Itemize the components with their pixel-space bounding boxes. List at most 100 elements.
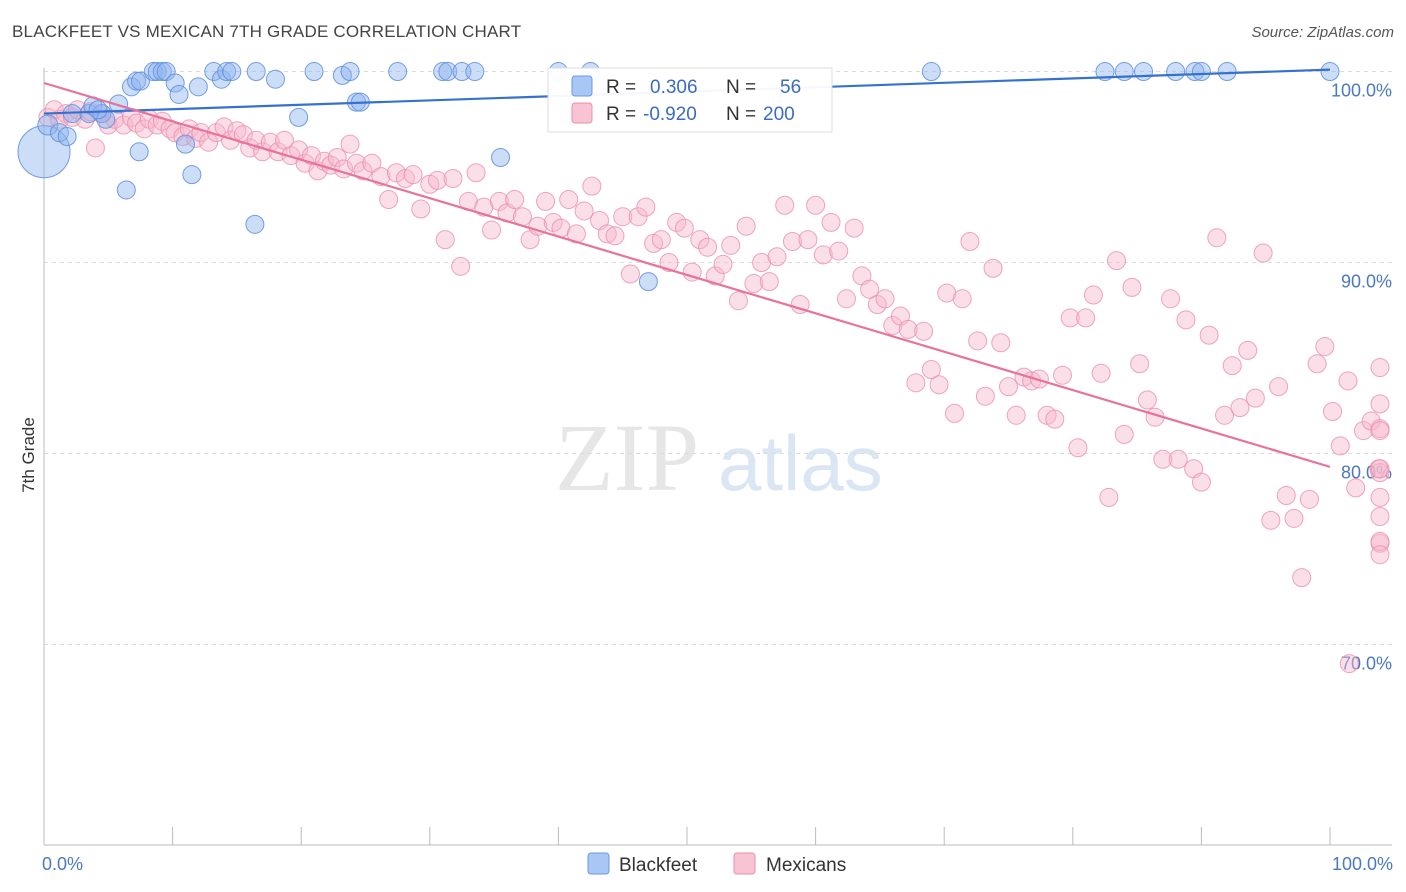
- mexicans-point-74: [559, 190, 579, 210]
- axes: [43, 68, 1392, 846]
- mexicans-point-103: [782, 232, 802, 252]
- mexicans-point-186: [1370, 507, 1390, 527]
- blackfeet-point-28: [289, 107, 309, 127]
- mexicans-point-94: [713, 254, 733, 274]
- blackfeet-point-20: [182, 165, 202, 185]
- mexicans-point-157: [1199, 325, 1219, 345]
- mexicans-point-160: [1222, 356, 1242, 376]
- source-label: Source: ZipAtlas.com: [1251, 24, 1394, 41]
- mexicans-point-125: [952, 289, 972, 309]
- blackfeet-point-25: [222, 62, 242, 82]
- blackfeet-point-31: [340, 62, 360, 82]
- mexicans-point-58: [435, 230, 455, 250]
- mexicans-point-96: [728, 291, 748, 311]
- blackfeet-point-10: [121, 77, 141, 97]
- mexicans-trend-line: [43, 81, 1331, 468]
- mexicans-point-166: [1269, 377, 1289, 397]
- chart-title: BLACKFEET VS MEXICAN 7TH GRADE CORRELATI…: [12, 22, 522, 41]
- legend-box: [547, 67, 833, 133]
- mexicans-point-191: [1339, 654, 1359, 674]
- mexicans-point-156: [1191, 472, 1211, 492]
- mexicans-point-98: [744, 274, 764, 294]
- mexicans-point-111: [844, 218, 864, 238]
- blackfeet-point-52: [88, 100, 108, 120]
- mexicans-point-84: [636, 197, 656, 217]
- watermark-atlas: atlas: [718, 419, 883, 507]
- y-tick-label-3: 100.0%: [1331, 81, 1392, 101]
- blackfeet-point-36: [438, 62, 458, 82]
- mexicans-point-159: [1215, 405, 1235, 425]
- mexicans-point-71: [536, 191, 556, 211]
- mexicans-point-67: [505, 190, 525, 210]
- legend-n-value-mexicans: 200: [763, 104, 795, 125]
- mexicans-point-165: [1261, 510, 1281, 530]
- mexicans-point-113: [860, 279, 880, 299]
- mexicans-point-122: [929, 375, 949, 395]
- blackfeet-point-42: [638, 272, 658, 292]
- mexicans-point-182: [1370, 394, 1390, 414]
- mexicans-point-91: [690, 230, 710, 250]
- blackfeet-point-34: [388, 62, 408, 82]
- mexicans-point-97: [736, 216, 756, 236]
- mexicans-point-158: [1207, 228, 1227, 248]
- mexicans-point-59: [443, 168, 463, 188]
- blackfeet-point-21: [188, 77, 208, 97]
- x-tick-label-1: 100.0%: [1332, 854, 1393, 874]
- mexicans-point-163: [1245, 388, 1265, 408]
- blackfeet-point-38: [465, 62, 485, 82]
- mexicans-point-139: [1060, 308, 1080, 328]
- legend-r-label-blackfeet: R =: [606, 77, 636, 98]
- mexicans-point-148: [1130, 354, 1150, 374]
- mexicans-point-79: [597, 224, 617, 244]
- mexicans-point-114: [867, 295, 887, 315]
- mexicans-point-137: [1045, 409, 1065, 429]
- mexicans-points: [38, 100, 1390, 674]
- mexicans-point-151: [1153, 449, 1173, 469]
- blackfeet-point-50: [1217, 62, 1237, 82]
- mexicans-point-145: [1107, 251, 1127, 271]
- mexicans-point-90: [682, 262, 702, 282]
- y-axis-label: 7th Grade: [19, 417, 38, 493]
- mexicans-point-120: [914, 321, 934, 341]
- mexicans-point-46: [340, 134, 360, 154]
- mexicans-point-106: [806, 195, 826, 215]
- bottom-legend-swatch-mexicans: [733, 852, 756, 875]
- mexicans-point-105: [798, 230, 818, 250]
- mexicans-point-8: [85, 138, 105, 158]
- mexicans-point-64: [482, 220, 502, 240]
- mexicans-point-82: [620, 264, 640, 284]
- mexicans-point-107: [813, 245, 833, 265]
- mexicans-point-149: [1137, 390, 1157, 410]
- blackfeet-point-54: [116, 180, 136, 200]
- mexicans-point-147: [1122, 277, 1142, 297]
- zipatlas-watermark: ZIP atlas: [555, 404, 883, 511]
- mexicans-point-185: [1370, 459, 1390, 479]
- blackfeet-point-48: [1185, 62, 1205, 82]
- mexicans-point-49: [362, 153, 382, 173]
- mexicans-point-168: [1284, 508, 1304, 528]
- mexicans-point-162: [1238, 340, 1258, 360]
- blackfeet-point-24: [217, 62, 237, 82]
- legend-swatch-mexicans: [571, 102, 593, 124]
- bottom-legend-mexicans: Mexicans: [766, 855, 846, 876]
- legend-r-value-mexicans: -0.920: [643, 104, 697, 125]
- y-tick-label-0: 70.0%: [1341, 653, 1392, 673]
- mexicans-point-87: [659, 253, 679, 273]
- mexicans-point-188: [1370, 421, 1390, 441]
- mexicans-point-102: [775, 195, 795, 215]
- mexicans-point-173: [1323, 401, 1343, 421]
- mexicans-point-54: [403, 165, 423, 185]
- blackfeet-point-7: [92, 104, 112, 124]
- blackfeet-point-0: [17, 125, 71, 179]
- mexicans-point-76: [574, 201, 594, 221]
- blackfeet-point-26: [246, 62, 266, 82]
- mexicans-point-164: [1253, 243, 1273, 263]
- mexicans-point-88: [667, 212, 687, 232]
- mexicans-point-15: [134, 119, 154, 139]
- mexicans-point-100: [759, 272, 779, 292]
- blackfeet-point-18: [169, 84, 189, 104]
- mexicans-point-51: [379, 190, 399, 210]
- mexicans-point-129: [983, 258, 1003, 278]
- mexicans-point-121: [921, 359, 941, 379]
- mexicans-point-81: [613, 207, 633, 227]
